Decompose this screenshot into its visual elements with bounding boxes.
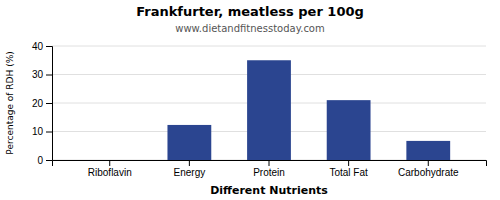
tick-label: Energy xyxy=(174,167,206,178)
tick-mark xyxy=(269,160,270,166)
chart: Frankfurter, meatless per 100g www.dietan… xyxy=(0,0,500,200)
axis-line xyxy=(46,47,53,161)
tick-label: 10 xyxy=(32,126,44,137)
bar xyxy=(247,60,291,160)
tick: 10 xyxy=(32,126,52,137)
tick-mark xyxy=(46,75,52,76)
x-label: Different Nutrients xyxy=(210,184,328,197)
title: Frankfurter, meatless per 100g xyxy=(136,4,364,19)
tick-mark xyxy=(46,103,52,104)
bar xyxy=(327,100,371,160)
tick-label: 30 xyxy=(32,69,44,80)
grid xyxy=(52,46,486,160)
bar xyxy=(88,160,132,161)
tick-label: 20 xyxy=(32,98,44,109)
tick: 0 xyxy=(37,155,52,166)
tick-label: 40 xyxy=(32,41,44,52)
tick: Riboflavin xyxy=(88,160,132,178)
grid-line xyxy=(52,46,486,47)
tick: Total Fat xyxy=(329,160,368,178)
x-axis: Riboflavin Energy Protein Total Fat Carbohyd… xyxy=(53,160,487,178)
tick: 40 xyxy=(32,41,52,52)
tick: Energy xyxy=(174,160,206,178)
axis-line xyxy=(53,161,487,167)
tick-mark xyxy=(46,132,52,133)
tick: Carbohydrate xyxy=(398,160,459,178)
tick-label: Carbohydrate xyxy=(398,167,459,178)
tick-label: 0 xyxy=(37,155,43,166)
tick-mark xyxy=(428,160,429,166)
bars xyxy=(167,60,450,160)
plot: 0 10 20 30 40 Riboflavin Energy Protein Total Fa… xyxy=(32,41,487,178)
subtitle: www.dietandfitnesstoday.com xyxy=(175,23,324,34)
tick-mark xyxy=(109,160,110,166)
tick-label: Riboflavin xyxy=(88,167,132,178)
y-axis: 0 10 20 30 40 xyxy=(32,41,53,166)
tick-mark xyxy=(189,160,190,166)
tick: 20 xyxy=(32,98,52,109)
tick: 30 xyxy=(32,69,52,80)
tick-mark xyxy=(348,160,349,166)
y-label: Percentage of RDH (%) xyxy=(5,51,15,154)
tick-label: Total Fat xyxy=(329,167,368,178)
tick-label: Protein xyxy=(253,167,285,178)
tick-mark xyxy=(46,160,52,161)
bar xyxy=(167,125,211,160)
tick: Protein xyxy=(253,160,285,178)
bar xyxy=(406,141,450,160)
tick-mark xyxy=(46,46,52,47)
